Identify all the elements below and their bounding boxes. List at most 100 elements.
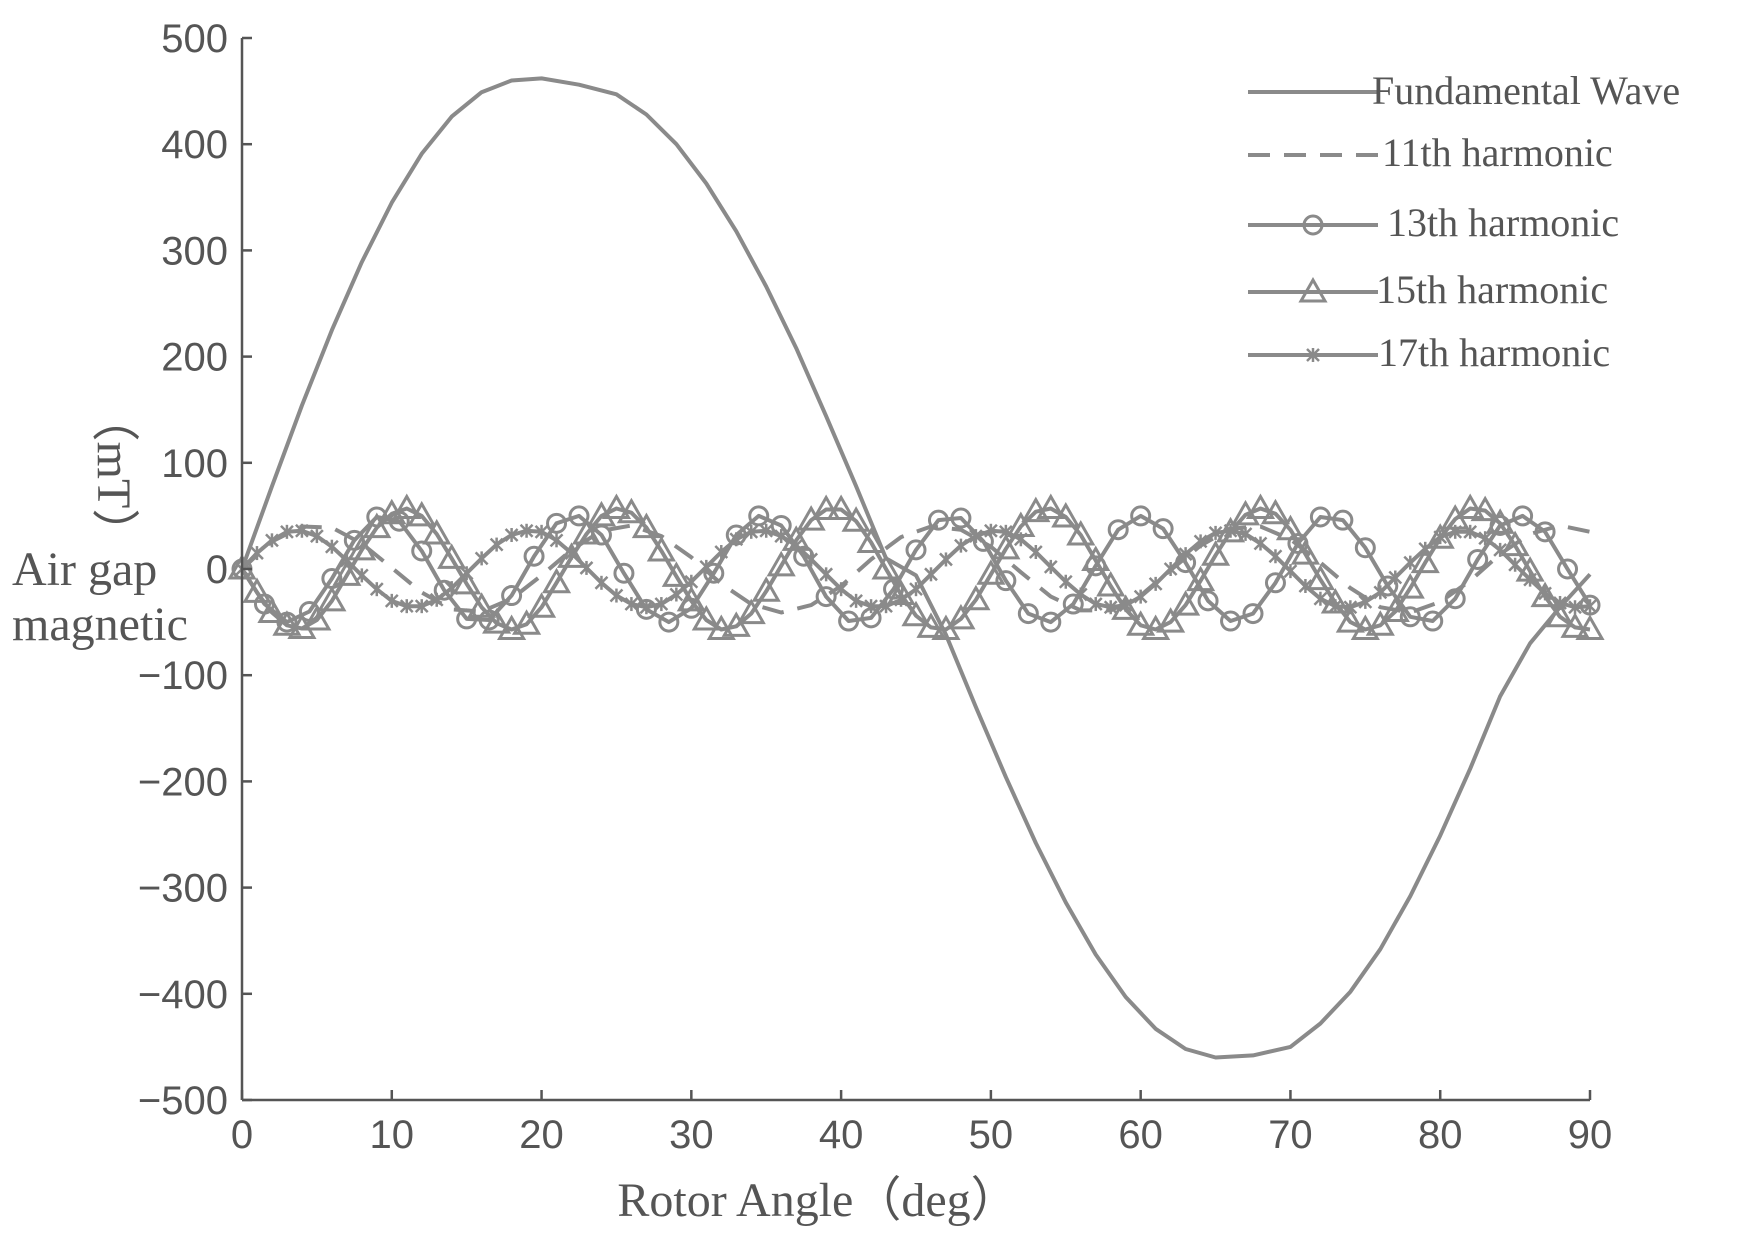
series-5-point xyxy=(849,593,863,608)
series-4-point xyxy=(916,612,946,638)
series-4-point xyxy=(811,494,841,521)
series-4-point xyxy=(242,577,272,603)
legend-item-3: 13th harmonic xyxy=(1248,200,1619,245)
series-4-point xyxy=(841,506,871,532)
series-5-point xyxy=(998,524,1013,539)
y-tick-label: 100 xyxy=(161,442,228,486)
series-3-point xyxy=(1197,590,1219,612)
series-3-point xyxy=(1017,603,1039,625)
series-5-point xyxy=(609,588,624,603)
series-4-point xyxy=(1126,610,1156,636)
series-4-point xyxy=(1185,565,1216,592)
series-5-point xyxy=(984,523,998,538)
legend-label: 17th harmonic xyxy=(1378,330,1610,375)
series-3-point xyxy=(1062,593,1084,615)
series-5-point xyxy=(250,546,264,561)
series-4-point xyxy=(616,497,647,524)
series-5-point xyxy=(1418,541,1433,556)
series-5-point xyxy=(579,560,594,575)
series-5-point xyxy=(339,553,354,568)
series-5-point xyxy=(624,597,639,612)
x-tick-label: 30 xyxy=(669,1113,714,1157)
series-4-point xyxy=(1470,495,1500,522)
series-5-point xyxy=(1238,526,1253,541)
y-tick-label: −400 xyxy=(138,973,228,1017)
series-4-point xyxy=(946,603,976,630)
series-4-point xyxy=(631,512,661,539)
series-5-point xyxy=(1358,594,1373,609)
x-tick-label: 70 xyxy=(1268,1113,1313,1157)
series-4-point xyxy=(317,585,347,612)
series-3-point xyxy=(950,507,972,529)
series-5-point xyxy=(789,538,804,553)
ticks: 0 10 20 30 40 50 60 70 80 90 500 400 300 200 100 0 −100 −… xyxy=(138,17,1612,1157)
series-5-point xyxy=(1013,532,1028,547)
series-4-point xyxy=(482,608,512,634)
series-4-point xyxy=(1036,493,1066,519)
series-4-point xyxy=(422,518,452,545)
series-5-point xyxy=(1283,564,1298,579)
x-tick-label: 50 xyxy=(969,1113,1014,1157)
series-4-point xyxy=(751,576,781,602)
series-3-point xyxy=(703,562,725,584)
series-4-point xyxy=(332,560,362,586)
series-5-point xyxy=(594,575,609,590)
series-4-point xyxy=(452,568,482,595)
series-5-point xyxy=(324,539,339,554)
series-1-line xyxy=(240,76,1592,1060)
series-3-point xyxy=(995,570,1017,592)
series-3-point xyxy=(1557,558,1579,580)
x-tick-label: 60 xyxy=(1118,1113,1163,1157)
series-3-point xyxy=(1399,606,1421,628)
series-5-point xyxy=(519,523,534,538)
y-tick-label: −100 xyxy=(138,654,228,698)
series-5-point xyxy=(1253,536,1268,551)
series-4-point xyxy=(676,585,706,612)
x-tick-label: 0 xyxy=(231,1113,253,1157)
series-5-point xyxy=(1133,589,1148,604)
series-5-point xyxy=(1313,591,1328,606)
legend-label: 13th harmonic xyxy=(1387,200,1619,245)
y-axis-title-line-1: Air gap xyxy=(12,543,157,596)
series-5-point xyxy=(1073,587,1088,602)
series-4-point xyxy=(856,527,886,553)
series-3-point xyxy=(613,562,635,584)
series-4-point xyxy=(871,553,901,580)
series-3-point xyxy=(838,610,860,632)
series-5-point xyxy=(1523,572,1537,587)
series-3-point xyxy=(1444,588,1466,610)
y-axis-unit: （mT） xyxy=(87,394,140,557)
series-4-point xyxy=(646,535,676,562)
series-4-point xyxy=(1560,612,1590,638)
series-4-point xyxy=(1081,545,1111,572)
series-3-point xyxy=(568,505,590,527)
series-3-point xyxy=(1107,519,1129,541)
series-5-point xyxy=(639,600,654,615)
series-4-point xyxy=(392,493,422,519)
series-3-point xyxy=(411,540,433,562)
series-3 xyxy=(231,505,1601,633)
series-4-point xyxy=(826,494,856,521)
series-4-point xyxy=(1290,539,1321,565)
series-4-point xyxy=(1171,590,1201,616)
series-4-point xyxy=(601,493,632,519)
series-5-point xyxy=(354,568,369,583)
legend-label: 11th harmonic xyxy=(1382,130,1613,175)
series-3-point xyxy=(523,545,545,567)
series-3-point xyxy=(1220,610,1242,632)
series-4-point xyxy=(541,567,572,594)
series-3-point xyxy=(748,505,770,527)
series-5-point xyxy=(954,538,968,553)
series-4-point xyxy=(1335,607,1365,633)
y-tick-label: 400 xyxy=(161,123,228,167)
y-tick-label: 200 xyxy=(161,336,228,380)
series-4-point xyxy=(736,598,766,625)
series-5-point xyxy=(654,597,669,612)
series-3-point xyxy=(1130,505,1152,527)
series-5-point xyxy=(1538,586,1552,601)
series-3-point xyxy=(1534,521,1556,543)
series-5-point xyxy=(504,528,519,543)
series-3-point xyxy=(1422,610,1444,632)
series-3-point xyxy=(1040,611,1062,633)
series-4-point xyxy=(1245,493,1276,519)
